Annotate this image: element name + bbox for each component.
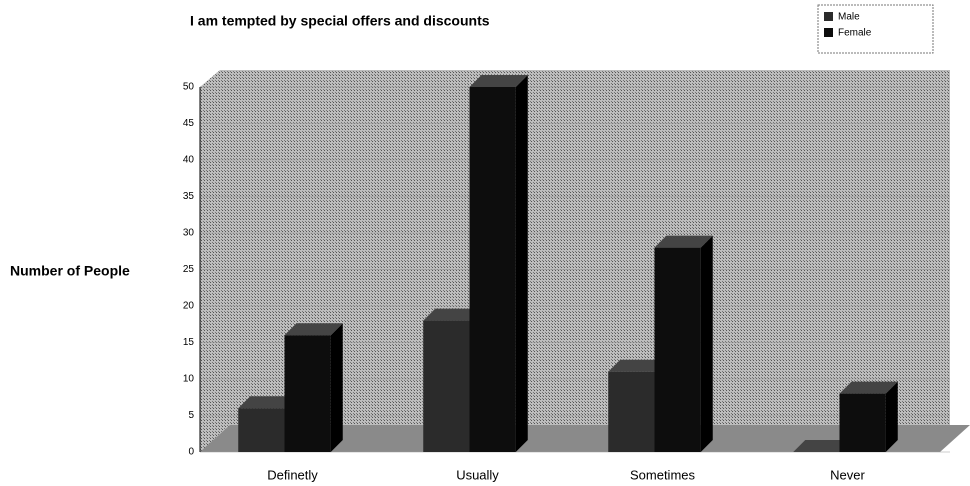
y-tick-label: 40 [183, 155, 195, 166]
bar-side [700, 235, 713, 452]
y-tick-label: 50 [183, 82, 195, 93]
bar [839, 393, 886, 452]
bar-side [515, 75, 528, 452]
bar [469, 87, 516, 452]
legend [817, 4, 934, 54]
bar-top [238, 396, 297, 409]
y-tick-label: 30 [183, 228, 195, 239]
bar-top [423, 308, 482, 321]
y-tick-label: 15 [183, 337, 195, 348]
bar-top [608, 359, 667, 372]
legend-label: Male [838, 12, 860, 23]
y-tick-label: 45 [183, 118, 195, 129]
bar-side [885, 381, 898, 452]
legend-swatch [824, 12, 833, 21]
y-axis-label: Number of People [10, 263, 130, 279]
bar [423, 320, 470, 452]
x-tick-label: Sometimes [630, 467, 696, 482]
plot-background [200, 70, 950, 452]
bar-top [793, 440, 852, 452]
x-tick-label: Definetly [267, 467, 318, 482]
bar-side [330, 323, 343, 452]
legend-swatch [824, 28, 833, 37]
y-tick-label: 25 [183, 264, 195, 275]
bar [284, 335, 331, 452]
legend-label: Female [838, 28, 872, 39]
x-tick-label: Never [830, 467, 865, 482]
bar [238, 408, 285, 452]
y-tick-label: 35 [183, 191, 195, 202]
y-tick-label: 10 [183, 374, 195, 385]
floor [200, 425, 970, 452]
y-tick-label: 20 [183, 301, 195, 312]
bar-top [654, 235, 713, 248]
bar-top [839, 381, 898, 394]
bar [608, 371, 655, 452]
bar-top [284, 323, 343, 336]
x-tick-label: Usually [456, 467, 499, 482]
y-tick-label: 5 [188, 410, 194, 421]
y-tick-label: 0 [188, 447, 194, 458]
bar [654, 247, 701, 452]
chart-title: I am tempted by special offers and disco… [190, 13, 490, 29]
bar-top [469, 75, 528, 87]
